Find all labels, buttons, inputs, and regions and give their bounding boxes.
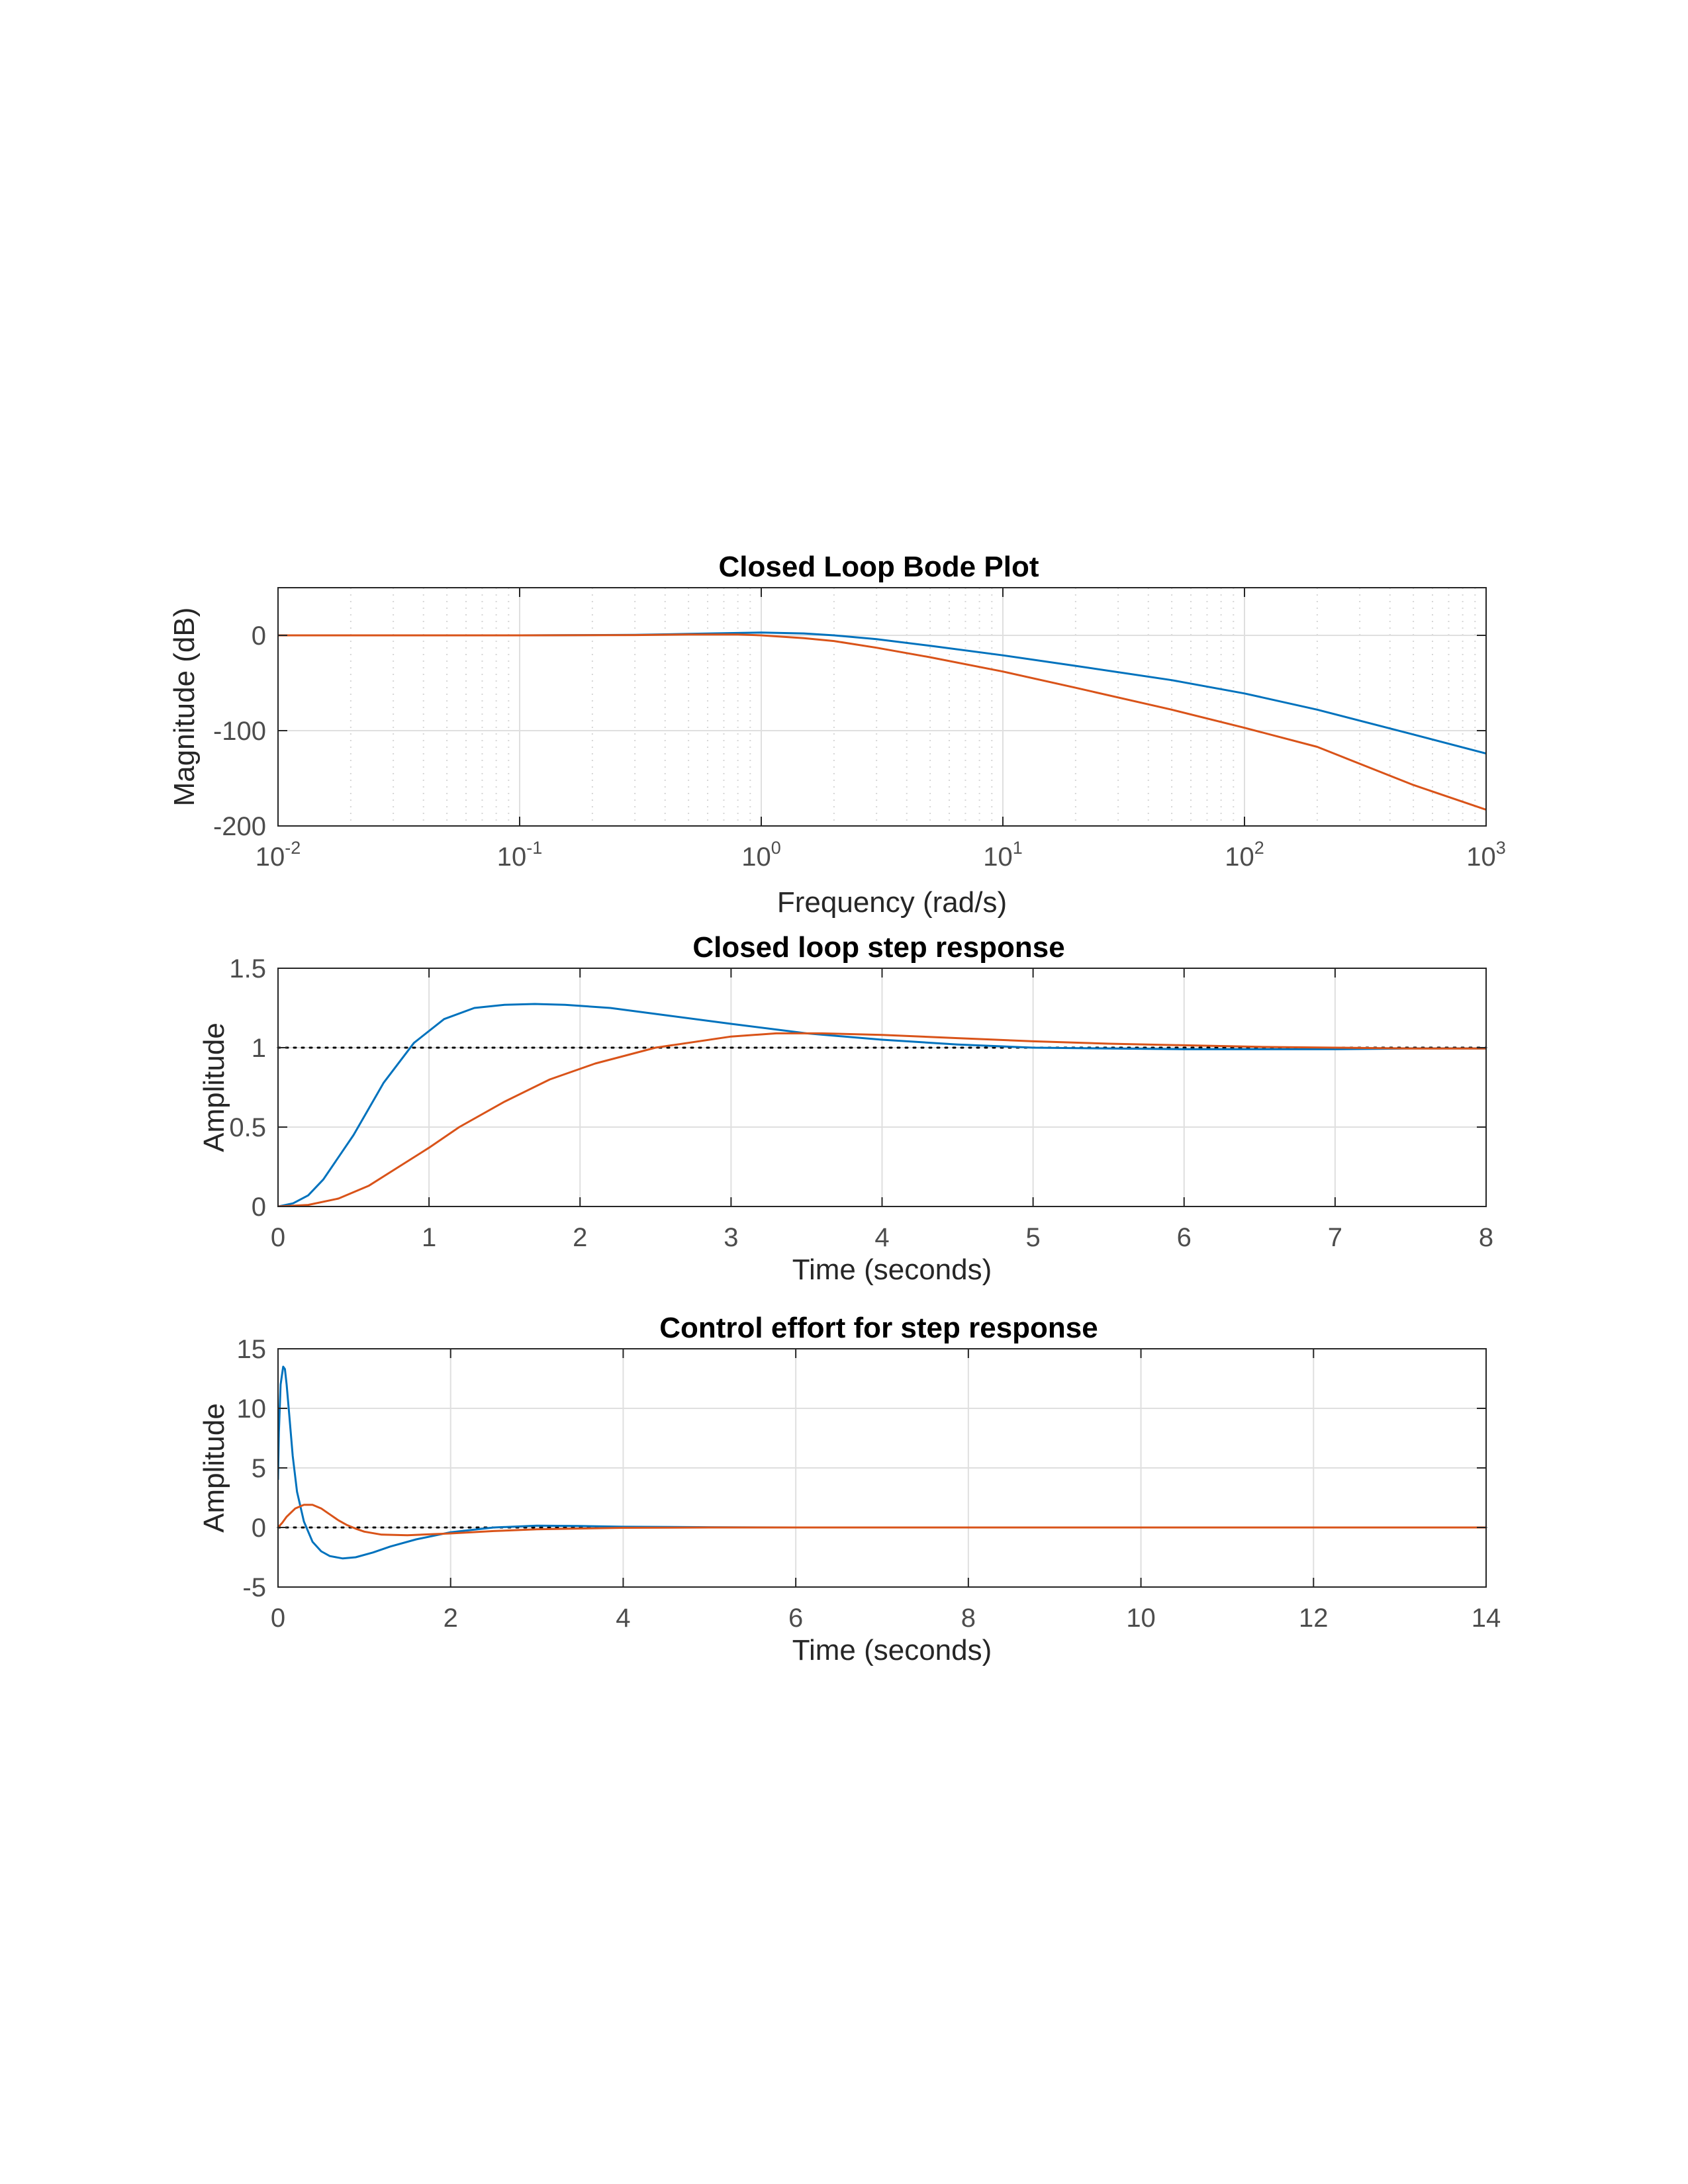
x-tick-label: 101 xyxy=(983,838,1023,872)
x-tick-label: 10 xyxy=(1126,1604,1156,1633)
y-tick-label: 0.5 xyxy=(229,1113,266,1142)
subplot-2: 0 1 2 3 4 5 6 7 8 0 0.5 1 1.5 Closed loop step respon… xyxy=(198,931,1493,1286)
chart-title: Closed Loop Bode Plot xyxy=(719,551,1039,583)
axes-box xyxy=(277,587,1487,827)
x-tick-label: 102 xyxy=(1225,838,1264,872)
y-axis-label: Amplitude xyxy=(198,1023,230,1152)
y-axis-label: Amplitude xyxy=(198,1403,230,1533)
x-tick-label: 12 xyxy=(1299,1604,1329,1633)
x-tick-label: 10-1 xyxy=(497,838,543,872)
y-tick-label: 0 xyxy=(252,621,266,651)
x-tick-label: 5 xyxy=(1026,1223,1041,1252)
x-tick-label: 100 xyxy=(741,838,781,872)
y-tick-label: -200 xyxy=(213,812,266,841)
x-tick-label: 8 xyxy=(961,1604,976,1633)
x-tick-label: 4 xyxy=(874,1223,889,1252)
y-tick-label: 1 xyxy=(252,1034,266,1063)
y-tick-label: 0 xyxy=(252,1514,266,1543)
chart-title: Control effort for step response xyxy=(659,1312,1098,1344)
x-tick-label: 7 xyxy=(1328,1223,1342,1252)
series-line-2 xyxy=(278,1032,1486,1206)
x-tick-label: 8 xyxy=(1479,1223,1493,1252)
x-tick-label: 6 xyxy=(1177,1223,1192,1252)
chart-title: Closed loop step response xyxy=(692,931,1064,964)
x-tick-label: 6 xyxy=(788,1604,803,1633)
x-tick-label: 14 xyxy=(1472,1604,1501,1633)
y-tick-label: 10 xyxy=(237,1394,267,1424)
y-tick-label: 0 xyxy=(252,1193,266,1222)
y-tick-label: 1.5 xyxy=(229,954,266,983)
y-axis-label: Magnitude (dB) xyxy=(168,608,201,807)
x-axis-label: Frequency (rad/s) xyxy=(777,886,1007,919)
y-tick-label: 15 xyxy=(237,1335,267,1364)
x-axis-label: Time (seconds) xyxy=(792,1253,992,1286)
y-tick-label: -100 xyxy=(213,717,266,746)
x-tick-label: 2 xyxy=(573,1223,587,1252)
y-tick-label: 5 xyxy=(252,1454,266,1483)
x-tick-label: 1 xyxy=(422,1223,436,1252)
x-tick-label: 103 xyxy=(1466,838,1506,872)
x-tick-label: 0 xyxy=(271,1604,285,1633)
x-tick-label: 2 xyxy=(444,1604,458,1633)
series-line-2 xyxy=(278,633,1486,811)
y-tick-label: -5 xyxy=(242,1573,266,1602)
x-tick-label: 10-2 xyxy=(256,838,301,872)
x-tick-label: 4 xyxy=(616,1604,630,1633)
x-tick-label: 3 xyxy=(724,1223,738,1252)
series-line-1 xyxy=(278,1003,1486,1206)
subplot-1: 10-2 10-1 100 101 102 103 -200 -100 0 Closed Loop… xyxy=(168,551,1506,919)
x-tick-label: 0 xyxy=(271,1223,285,1252)
series-line-2 xyxy=(278,1504,1486,1537)
x-axis-label: Time (seconds) xyxy=(792,1634,992,1666)
